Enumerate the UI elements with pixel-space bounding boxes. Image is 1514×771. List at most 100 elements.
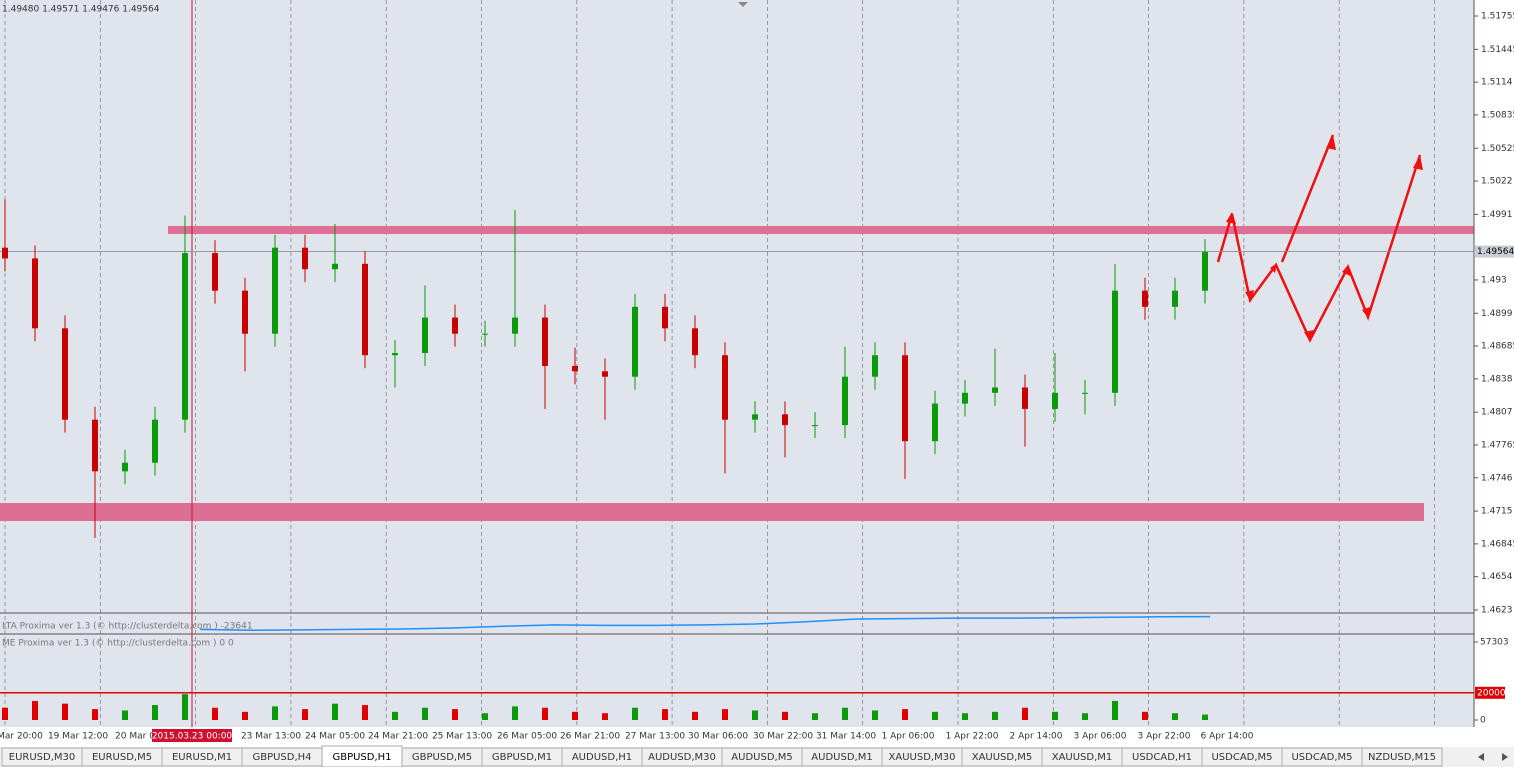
volume-bar	[392, 711, 398, 720]
candle-body	[1052, 392, 1058, 409]
time-axis	[0, 727, 1474, 747]
volume-bar	[92, 709, 98, 720]
candle-body	[362, 263, 368, 356]
price-label: 1.50525	[1481, 144, 1514, 154]
price-label: 1.4899	[1481, 309, 1513, 319]
volume-bar	[152, 705, 158, 720]
volume-bar	[782, 711, 788, 720]
volume-bar	[992, 711, 998, 720]
volume-bar	[722, 709, 728, 720]
volume-bar	[1142, 711, 1148, 720]
time-label: 3 Apr 22:00	[1138, 732, 1191, 742]
tab-label[interactable]: AUDUSD,M5	[731, 752, 792, 763]
candle-body	[722, 355, 728, 420]
candle-body	[542, 317, 548, 366]
candle-body	[932, 403, 938, 442]
volume-label: ME Proxima ver 1.3 (© http://clusterdelt…	[2, 639, 234, 649]
candle-body	[1082, 392, 1088, 394]
tab-label[interactable]: USDCAD,H1	[1132, 752, 1192, 763]
delta-line	[199, 615, 1211, 632]
shift-marker	[738, 2, 748, 7]
tab-label[interactable]: EURUSD,M30	[9, 752, 75, 763]
tab-label[interactable]: XAUUSD,M30	[889, 752, 956, 763]
candle-body	[422, 317, 428, 354]
tab-label[interactable]: AUDUSD,H1	[572, 752, 632, 763]
volume-bar	[1052, 711, 1058, 720]
volume-bar	[302, 709, 308, 720]
candle-body	[272, 247, 278, 334]
time-label: 25 Mar 13:00	[432, 732, 492, 742]
volume-axis-label: 0	[1480, 716, 1486, 726]
candle-body	[872, 355, 878, 377]
price-label: 1.48685	[1481, 342, 1514, 352]
price-label: 1.493	[1481, 275, 1507, 285]
resistance-zone	[168, 226, 1474, 234]
vertical-grid	[4, 0, 1435, 727]
candle-body	[152, 419, 158, 463]
volume-bar	[32, 700, 38, 720]
volume-bar	[812, 713, 818, 720]
tab-label[interactable]: GBPUSD,M1	[492, 752, 552, 763]
forecast-arrow	[1280, 134, 1335, 263]
tab-label[interactable]: GBPUSD,H1	[332, 752, 391, 763]
price-label: 1.5022	[1481, 177, 1513, 187]
candle-body	[692, 328, 698, 356]
tab-label[interactable]: USDCAD,M5	[1291, 752, 1352, 763]
candle-body	[452, 317, 458, 334]
tab-label[interactable]: GBPUSD,H4	[252, 752, 311, 763]
tab-label[interactable]: NZDUSD,M15	[1368, 752, 1436, 763]
volume-bar	[1082, 713, 1088, 720]
delta-label: LTA Proxima ver 1.3 (© http://clusterdel…	[2, 622, 253, 632]
time-label: 23 Mar 13:00	[241, 732, 301, 742]
current-price-box	[1475, 245, 1514, 258]
tab-label[interactable]: GBPUSD,M5	[412, 752, 472, 763]
price-label: 1.46845	[1481, 539, 1514, 549]
cursor-time-label: 2015.03.23 00:00	[152, 732, 233, 742]
volume-bar	[1172, 713, 1178, 720]
time-label: 19 Mar 12:00	[48, 732, 108, 742]
candle-body	[842, 376, 848, 426]
support-zone	[0, 503, 1424, 521]
volume-bar	[332, 703, 338, 720]
candle-body	[1112, 290, 1118, 393]
time-label: 6 Apr 14:00	[1201, 732, 1254, 742]
candle-body	[122, 462, 128, 472]
tab-label[interactable]: XAUUSD,M5	[972, 752, 1033, 763]
price-axis	[1474, 0, 1514, 747]
time-label: 26 Mar 05:00	[497, 732, 557, 742]
candle-body	[572, 365, 578, 372]
tab[interactable]	[1361, 747, 1443, 767]
cursor-time-box	[152, 729, 232, 742]
price-label: 1.4838	[1481, 374, 1513, 384]
candle-body	[962, 392, 968, 404]
candle-body	[1202, 251, 1208, 291]
candle-body	[32, 258, 38, 329]
candle-body	[992, 387, 998, 393]
volume-bar	[2, 707, 8, 720]
time-label: 27 Mar 13:00	[625, 732, 685, 742]
tab-label[interactable]: AUDUSD,M1	[811, 752, 872, 763]
candle-body	[1022, 387, 1028, 409]
time-label: 3 Apr 06:00	[1074, 732, 1127, 742]
candle-body	[302, 247, 308, 270]
volume-bar	[1022, 707, 1028, 720]
candle-body	[482, 333, 488, 335]
volume-bar	[272, 706, 278, 720]
tab-label[interactable]: EURUSD,M1	[172, 752, 232, 763]
volume-bar	[842, 707, 848, 720]
volume-bar	[632, 707, 638, 720]
tab-label[interactable]: XAUUSD,M1	[1052, 752, 1113, 763]
price-label: 1.4654	[1481, 572, 1513, 582]
candle-body	[332, 263, 338, 270]
candle-body	[1142, 290, 1148, 307]
volume-bar	[542, 707, 548, 720]
tab-label[interactable]: USDCAD,M5	[1211, 752, 1272, 763]
tab-label[interactable]: AUDUSD,M30	[648, 752, 716, 763]
volume-bar	[962, 713, 968, 720]
tab-label[interactable]: EURUSD,M5	[92, 752, 152, 763]
volume-bar	[182, 694, 188, 720]
scroll-arrow[interactable]	[1478, 753, 1508, 761]
volume-bar	[752, 710, 758, 720]
volume-bar	[1112, 700, 1118, 720]
